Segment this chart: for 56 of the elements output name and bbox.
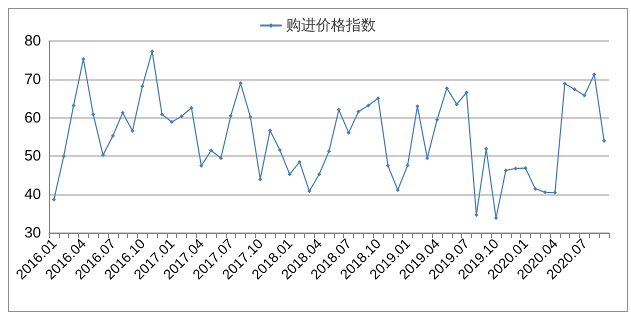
point — [602, 138, 606, 143]
point — [288, 172, 292, 176]
point — [484, 146, 488, 151]
point — [562, 82, 567, 86]
point — [592, 72, 596, 76]
y-tick-label: 50 — [24, 148, 41, 165]
point — [543, 190, 548, 194]
point — [514, 166, 518, 170]
point — [317, 172, 322, 176]
y-tick-label: 40 — [24, 186, 41, 204]
point — [376, 96, 380, 100]
point — [435, 118, 440, 122]
point — [140, 84, 144, 88]
legend-label: 购进价格指数 — [286, 17, 376, 34]
point — [228, 114, 233, 118]
point — [268, 128, 272, 132]
point — [415, 104, 420, 108]
y-tick-label: 30 — [24, 224, 41, 242]
point — [160, 112, 164, 116]
point — [110, 134, 115, 138]
point — [386, 164, 390, 168]
point — [406, 163, 410, 168]
point — [278, 148, 282, 152]
point — [307, 189, 312, 194]
point — [533, 186, 538, 191]
point — [62, 154, 66, 158]
point — [582, 94, 586, 98]
point — [189, 106, 194, 110]
point — [454, 102, 459, 106]
point — [346, 130, 351, 135]
point — [444, 86, 449, 90]
point — [101, 153, 106, 158]
point — [366, 104, 370, 108]
point — [464, 90, 469, 94]
point — [396, 188, 400, 192]
point — [91, 112, 96, 116]
point — [327, 149, 331, 154]
y-tick-label: 60 — [24, 109, 41, 126]
point — [52, 198, 56, 202]
point — [120, 110, 125, 115]
point — [150, 49, 154, 54]
point — [72, 104, 76, 108]
point — [180, 114, 184, 118]
point — [523, 166, 528, 170]
point — [298, 160, 302, 164]
point — [356, 110, 360, 114]
point — [218, 156, 223, 160]
point — [494, 216, 498, 220]
point — [552, 190, 557, 195]
point — [209, 148, 214, 152]
y-tick-label: 80 — [24, 32, 41, 50]
point — [572, 87, 577, 92]
y-tick-label: 70 — [24, 70, 41, 88]
point — [504, 168, 508, 172]
point — [170, 120, 174, 124]
point — [248, 115, 252, 120]
